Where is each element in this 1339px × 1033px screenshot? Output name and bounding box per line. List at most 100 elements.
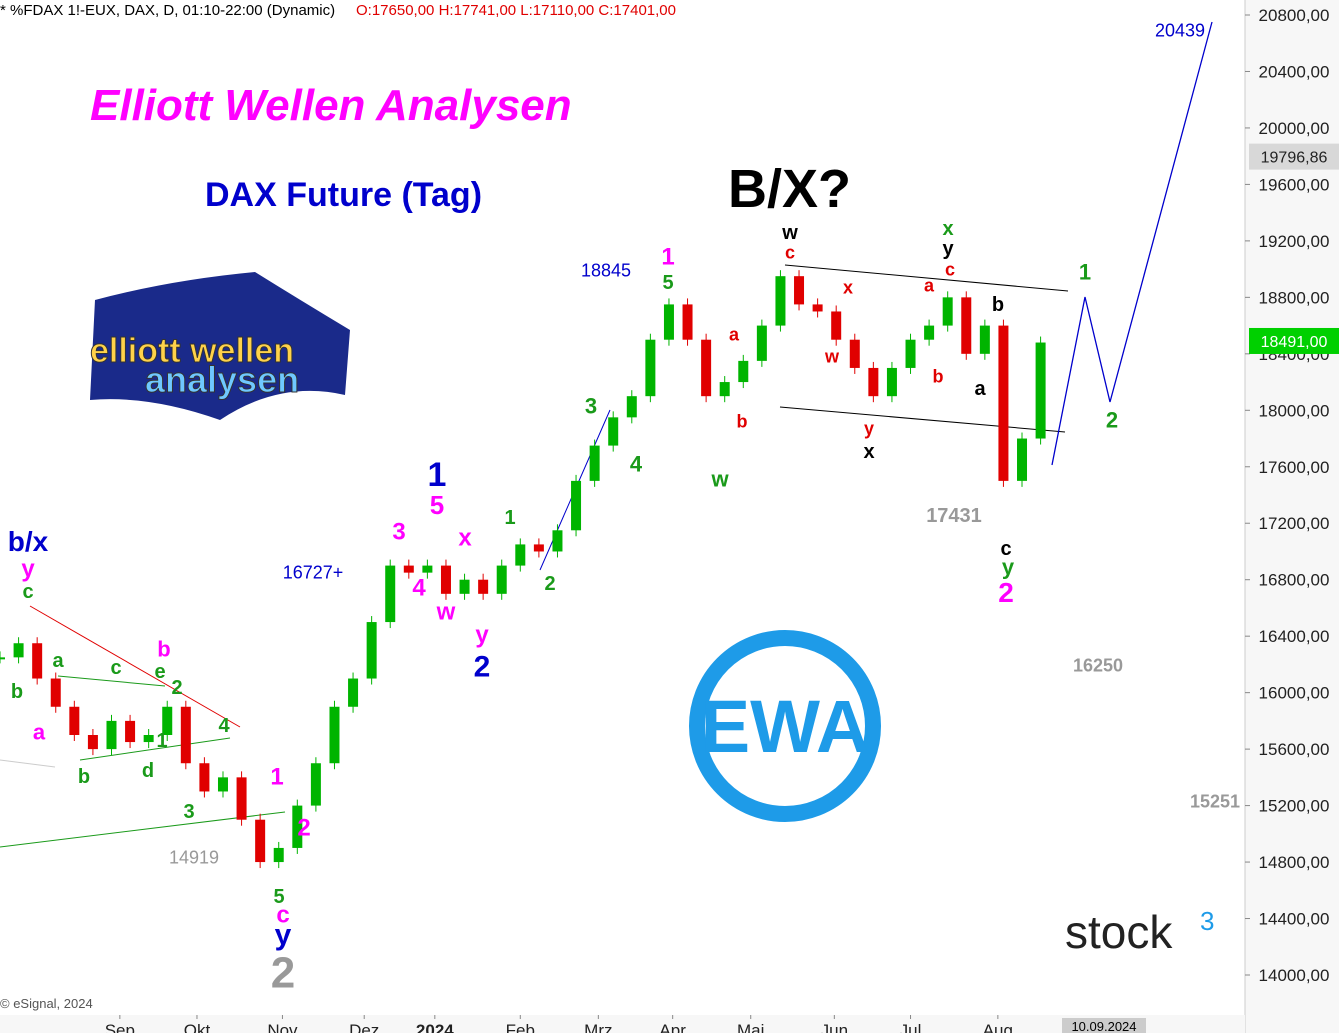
candle <box>217 777 228 792</box>
candle <box>849 339 860 368</box>
chart-title: Elliott Wellen Analysen <box>90 81 572 130</box>
x-tick-label: Jul <box>900 1021 922 1033</box>
x-tick-label: Sep <box>105 1021 135 1033</box>
chart-subtitle: DAX Future (Tag) <box>205 176 482 214</box>
y-tick-label: 20400,00 <box>1259 62 1330 81</box>
wave-label: b <box>11 681 23 703</box>
wave-label: a <box>974 378 986 400</box>
price-marker-label: 18491,00 <box>1261 334 1328 351</box>
wave-label: w <box>436 598 456 625</box>
candle <box>440 565 451 594</box>
wave-label: b <box>157 637 170 662</box>
wave-label: x <box>863 441 874 463</box>
candle <box>701 339 712 397</box>
candle <box>50 678 61 707</box>
logo: elliott wellen analysen <box>90 272 350 420</box>
wave-label: y <box>1002 555 1015 580</box>
wave-label: 16250 <box>1073 655 1123 675</box>
wave-label: c <box>1000 538 1011 560</box>
wave-label: a <box>924 275 935 295</box>
candle <box>663 304 674 340</box>
provider-logo: stock <box>1065 906 1173 958</box>
wave-label: 2 <box>998 577 1014 608</box>
price-marker <box>1249 327 1339 354</box>
wave-label: 3 <box>392 518 405 545</box>
candle <box>366 622 377 679</box>
wave-label: b <box>992 294 1004 316</box>
candle <box>515 544 526 566</box>
wave-label: 2 <box>474 651 491 684</box>
wave-label: 3 <box>183 801 194 823</box>
wave-label: 1 <box>1079 260 1091 285</box>
candle <box>961 297 972 354</box>
candle <box>422 565 433 573</box>
wave-label: c <box>110 657 121 679</box>
y-tick-label: 14000,00 <box>1259 966 1330 985</box>
header-symbol: * %FDAX 1!-EUX, DAX, D, 01:10-22:00 (Dyn… <box>0 2 335 19</box>
logo-text: elliott wellen <box>90 332 294 370</box>
badge-ring <box>689 630 881 822</box>
ewa-badge: EWA <box>689 630 881 822</box>
x-tick-label: 2024 <box>416 1021 454 1033</box>
candle <box>143 735 154 743</box>
candle <box>273 847 284 863</box>
candle <box>924 325 935 340</box>
candle <box>329 706 340 764</box>
price-marker <box>1249 143 1339 170</box>
wave-label: a <box>52 650 64 672</box>
wave-label: a <box>33 720 46 745</box>
candle <box>645 339 656 397</box>
y-tick-label: 18000,00 <box>1259 401 1330 420</box>
wave-label: b <box>933 366 944 386</box>
wave-label: e <box>154 661 165 683</box>
y-tick-label: 15200,00 <box>1259 797 1330 816</box>
candle <box>775 276 786 326</box>
date-tag: 10.09.2024 <box>1071 1019 1136 1033</box>
candle <box>348 678 359 707</box>
wave-label: 17431 <box>926 505 982 527</box>
x-tick-label: Mrz <box>584 1021 612 1033</box>
wave-label: b/x <box>8 526 49 557</box>
y-tick-label: 16400,00 <box>1259 627 1330 646</box>
candle <box>0 657 5 660</box>
headline: B/X? <box>728 159 851 219</box>
y-tick-label: 17600,00 <box>1259 458 1330 477</box>
wave-label: 1 <box>661 243 674 270</box>
y-tick-label: 18800,00 <box>1259 288 1330 307</box>
x-tick-label: Dez <box>349 1021 379 1033</box>
candle <box>459 579 470 594</box>
candle <box>682 304 693 340</box>
x-tick-label: Mai <box>737 1021 764 1033</box>
projection <box>1051 21 1213 466</box>
y-axis-panel <box>1245 0 1339 1033</box>
wave-label: x <box>843 277 853 297</box>
source: © eSignal, 2024 <box>0 996 93 1011</box>
candle <box>292 805 303 848</box>
wave-label: 15251 <box>1190 791 1240 811</box>
wave-label: 2 <box>297 814 310 841</box>
wave-label: d <box>142 760 154 782</box>
wave-label: 4 <box>218 715 230 737</box>
trendline <box>29 605 241 728</box>
wave-label: w <box>781 222 798 244</box>
candle <box>552 530 563 552</box>
y-tick-label: 16800,00 <box>1259 571 1330 590</box>
wave-label: 14919 <box>169 847 219 867</box>
trendline <box>79 737 231 761</box>
header-ohlc: O:17650,00 H:17741,00 L:17110,00 C:17401… <box>356 2 676 19</box>
wave-label: y <box>864 418 874 438</box>
channel-line <box>784 264 1069 292</box>
y-tick-label: 15600,00 <box>1259 740 1330 759</box>
date-tag-bg <box>1062 1018 1146 1033</box>
wave-label: 5 <box>430 490 444 520</box>
wave-label: 4 <box>630 452 643 477</box>
wave-label: 2 <box>1106 408 1118 433</box>
wave-label: y <box>942 238 954 260</box>
wave-label: c <box>785 242 795 262</box>
candle <box>125 720 136 743</box>
x-tick-label: Apr <box>659 1021 686 1033</box>
candle <box>738 360 749 383</box>
candle <box>69 706 80 735</box>
wave-label: 3 <box>585 394 597 419</box>
